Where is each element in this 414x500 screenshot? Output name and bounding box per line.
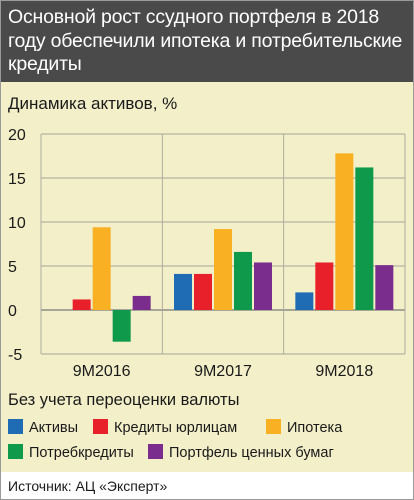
legend-swatch [93, 419, 108, 434]
legend-label: Потребкредиты [29, 445, 134, 461]
bar [234, 251, 252, 310]
chart-note: Без учета переоценки валюты [8, 391, 240, 409]
y-tick-label: 0 [8, 303, 17, 320]
bar [254, 262, 272, 310]
legend-swatch [8, 419, 23, 434]
bar [295, 292, 314, 310]
bar-chart: 20 15 10 5 0 -5 9M2016 9M2017 9M2018 [8, 127, 406, 380]
legend-item-corporate-loans: Кредиты юрлицам [93, 418, 237, 438]
chart-panel: Динамика активов, % 20 15 10 5 0 -5 9M2016 9M20… [1, 82, 413, 472]
legend-item-mortgage: Ипотека [266, 418, 342, 438]
legend-item-aktivy: Активы [8, 418, 78, 438]
bar [214, 229, 232, 310]
source-note: Источник: АЦ «Эксперт» [8, 478, 168, 494]
bar [112, 310, 131, 342]
x-tick-label: 9M2018 [315, 363, 373, 380]
legend-swatch [148, 444, 163, 459]
bar [92, 227, 111, 310]
legend-label: Кредиты юрлицам [114, 420, 238, 436]
bar [335, 153, 354, 310]
bar [315, 262, 334, 310]
legend-label: Активы [29, 420, 79, 436]
chart-title: Динамика активов, % [8, 94, 178, 113]
chart-headline: Основной рост ссудного портфеля в 2018 г… [8, 6, 403, 75]
legend-item-consumer-loans: Потребкредиты [8, 443, 134, 463]
y-tick-label: -5 [8, 347, 22, 364]
legend-label: Ипотека [287, 420, 343, 436]
bar [194, 273, 212, 310]
legend-swatch [8, 444, 23, 459]
y-tick-label: 10 [8, 215, 26, 232]
y-tick-label: 20 [8, 127, 26, 144]
y-tick-label: 5 [8, 259, 17, 276]
legend-item-securities: Портфель ценных бумаг [148, 443, 334, 463]
bar [132, 295, 151, 310]
bar [355, 167, 374, 310]
legend-swatch [266, 419, 281, 434]
x-tick-label: 9M2017 [194, 363, 252, 380]
bar [174, 273, 192, 310]
bar [72, 299, 91, 310]
y-tick-label: 15 [8, 171, 26, 188]
bar [375, 265, 394, 310]
legend-label: Портфель ценных бумаг [169, 445, 334, 461]
x-tick-label: 9M2016 [73, 363, 131, 380]
header-bar: Основной рост ссудного портфеля в 2018 г… [1, 1, 413, 82]
